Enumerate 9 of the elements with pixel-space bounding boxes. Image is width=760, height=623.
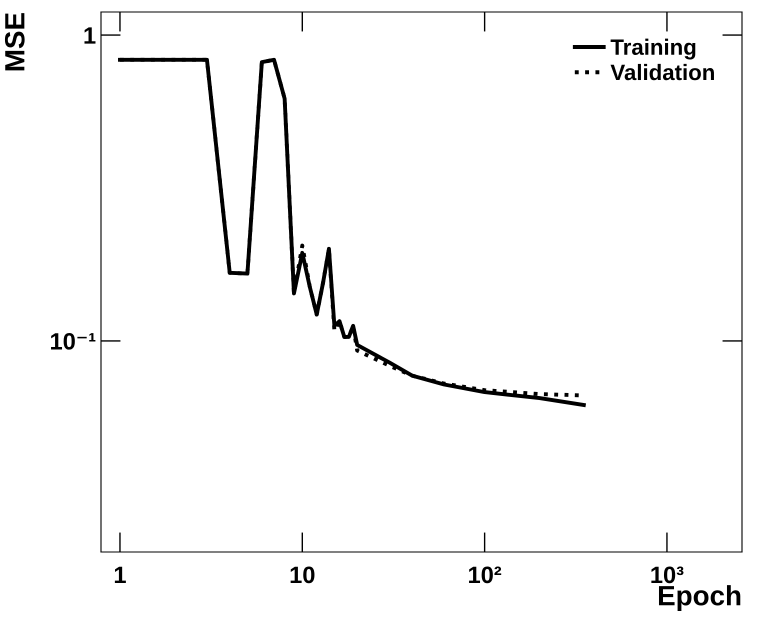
x-axis-title: Epoch [658, 585, 740, 612]
y-tick-label: 10⁻¹ [51, 332, 96, 350]
x-tick-label: 10³ [651, 566, 684, 584]
x-tick-label: 1 [114, 566, 126, 583]
x-tick-label: 10² [469, 566, 502, 584]
y-axis-title: MSE [4, 13, 25, 70]
x-tick-label: 10 [290, 566, 314, 584]
legend-label: Training [610, 38, 696, 60]
legend-label: Validation [610, 64, 714, 80]
